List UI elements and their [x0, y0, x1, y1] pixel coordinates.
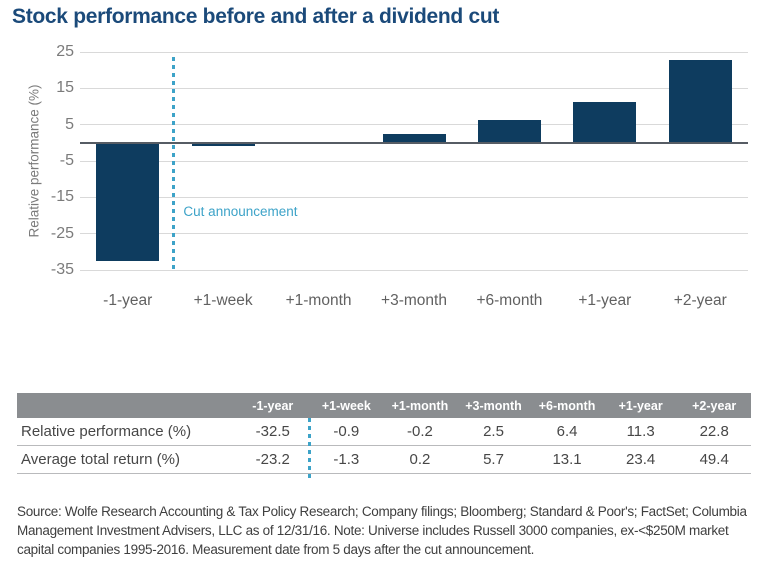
y-axis-tick-label: -25: [50, 224, 74, 242]
table-cell: 2.5: [483, 423, 504, 440]
x-category-label: +3-month: [381, 292, 447, 309]
table-cut-announcement-line: [308, 418, 311, 478]
y-axis-tick-label: 5: [65, 115, 74, 133]
gridline: [80, 51, 748, 53]
table-cell: 11.3: [626, 423, 655, 440]
chart-title: Stock performance before and after a div…: [12, 5, 500, 28]
cut-announcement-line: [172, 57, 176, 270]
table-row: Average total return (%) -23.2 -1.3 0.2 5.7 1…: [17, 446, 751, 474]
table-header-cell: +1-month: [391, 398, 449, 413]
source-note: Source: Wolfe Research Accounting & Tax …: [17, 504, 747, 558]
y-axis-tick-label: -15: [50, 188, 74, 206]
table-header-cell: +3-month: [465, 398, 522, 413]
x-category-label: +1-year: [578, 292, 632, 309]
bar-+1-week: [191, 142, 255, 147]
table-cell: 13.1: [552, 451, 582, 468]
cut-announcement-label: Cut announcement: [183, 204, 298, 219]
table-cell: 22.8: [699, 423, 729, 440]
table-cell: 23.4: [626, 451, 656, 468]
bar--1-year: [96, 142, 160, 261]
y-axis-tick-label: -5: [59, 152, 74, 169]
gridline: [80, 160, 748, 162]
data-table: -1-year +1-week +1-month +3-month +6-month +1…: [17, 393, 751, 478]
x-category-label: +6-month: [476, 292, 543, 309]
bar-+3-month: [382, 133, 446, 143]
bar-chart-plot-area: Relative performance (%) Cut announcemen…: [27, 43, 748, 309]
y-axis-tick-label: -35: [50, 261, 74, 278]
table-header-cell: +1-year: [618, 398, 663, 413]
bar-+2-year: [668, 59, 732, 143]
y-axis-tick-label: 25: [56, 43, 74, 60]
x-category-label: -1-year: [103, 292, 153, 309]
table-header-cell: +1-week: [321, 398, 371, 413]
bar-+1-year: [573, 101, 637, 143]
table-cell: -32.5: [255, 423, 290, 440]
table-cell: 5.7: [483, 451, 504, 468]
x-category-label: +2-year: [673, 292, 727, 309]
gridline: [80, 87, 748, 89]
table-cell: 49.4: [699, 451, 729, 468]
table-cell: 6.4: [556, 423, 578, 440]
x-category-label: +1-week: [193, 292, 253, 309]
table-cell: 0.2: [409, 451, 431, 468]
table-header-cell: +6-month: [538, 398, 596, 413]
y-axis-tick-label: 15: [56, 79, 74, 97]
gridline: [80, 196, 748, 198]
table-cell: -0.9: [333, 423, 360, 440]
gridline: [80, 269, 748, 271]
gridline: [80, 124, 748, 126]
table-header-row: -1-year +1-week +1-month +3-month +6-month +1…: [17, 393, 751, 418]
table-header-cell: +2-year: [692, 398, 737, 413]
table-cell: -1.3: [333, 451, 360, 468]
table-row-label: Relative performance (%): [21, 423, 192, 440]
zero-axis-line: [80, 141, 748, 144]
table-cell: -0.2: [406, 423, 433, 440]
table-cell: -23.2: [255, 451, 290, 468]
x-category-label: +1-month: [285, 292, 352, 309]
table-header-cell: -1-year: [252, 398, 294, 413]
bar-+6-month: [477, 119, 541, 143]
gridline: [80, 233, 748, 235]
table-row: Relative performance (%) -32.5 -0.9 -0.2 2.5…: [17, 418, 751, 446]
table-row-label: Average total return (%): [21, 451, 180, 468]
